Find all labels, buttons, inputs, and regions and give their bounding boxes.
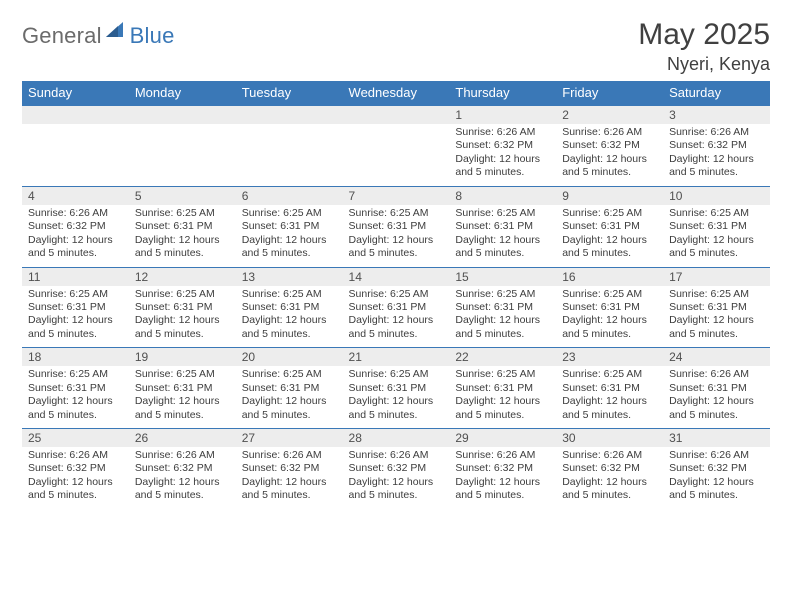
day-info: Sunrise: 6:26 AMSunset: 6:32 PMDaylight:… [129,447,236,509]
day-info: Sunrise: 6:25 AMSunset: 6:31 PMDaylight:… [663,205,770,267]
title-block: May 2025 Nyeri, Kenya [638,18,770,75]
day-info: Sunrise: 6:25 AMSunset: 6:31 PMDaylight:… [22,366,129,428]
logo: General Blue [22,18,175,49]
day-number: 28 [343,429,450,448]
week-5-nums: 25 26 27 28 29 30 31 [22,429,770,448]
day-number: 13 [236,267,343,286]
day-info: Sunrise: 6:26 AMSunset: 6:32 PMDaylight:… [556,447,663,509]
day-number: 22 [449,348,556,367]
day-info: Sunrise: 6:26 AMSunset: 6:31 PMDaylight:… [663,366,770,428]
day-info: Sunrise: 6:25 AMSunset: 6:31 PMDaylight:… [236,366,343,428]
day-number: 5 [129,186,236,205]
week-4-nums: 18 19 20 21 22 23 24 [22,348,770,367]
day-info: Sunrise: 6:26 AMSunset: 6:32 PMDaylight:… [663,124,770,186]
week-3-info: Sunrise: 6:25 AMSunset: 6:31 PMDaylight:… [22,286,770,348]
day-info: Sunrise: 6:25 AMSunset: 6:31 PMDaylight:… [449,366,556,428]
week-4-info: Sunrise: 6:25 AMSunset: 6:31 PMDaylight:… [22,366,770,428]
day-number: 11 [22,267,129,286]
day-info: Sunrise: 6:25 AMSunset: 6:31 PMDaylight:… [556,366,663,428]
day-info: Sunrise: 6:25 AMSunset: 6:31 PMDaylight:… [129,366,236,428]
week-2-nums: 4 5 6 7 8 9 10 [22,186,770,205]
day-info: Sunrise: 6:25 AMSunset: 6:31 PMDaylight:… [22,286,129,348]
day-number: 9 [556,186,663,205]
day-info: Sunrise: 6:26 AMSunset: 6:32 PMDaylight:… [556,124,663,186]
day-info [22,124,129,186]
logo-text-general: General [22,23,102,49]
day-number: 15 [449,267,556,286]
day-number: 16 [556,267,663,286]
day-info: Sunrise: 6:26 AMSunset: 6:32 PMDaylight:… [22,205,129,267]
logo-sail-icon [106,22,128,43]
day-info: Sunrise: 6:25 AMSunset: 6:31 PMDaylight:… [129,286,236,348]
day-info [236,124,343,186]
day-number: 23 [556,348,663,367]
day-number: 14 [343,267,450,286]
day-info: Sunrise: 6:26 AMSunset: 6:32 PMDaylight:… [663,447,770,509]
day-info: Sunrise: 6:25 AMSunset: 6:31 PMDaylight:… [236,286,343,348]
day-number [22,106,129,125]
day-info: Sunrise: 6:25 AMSunset: 6:31 PMDaylight:… [343,205,450,267]
day-number: 25 [22,429,129,448]
day-number: 31 [663,429,770,448]
dow-sunday: Sunday [22,81,129,106]
dow-friday: Friday [556,81,663,106]
day-number: 20 [236,348,343,367]
calendar-table: Sunday Monday Tuesday Wednesday Thursday… [22,81,770,509]
day-info: Sunrise: 6:25 AMSunset: 6:31 PMDaylight:… [663,286,770,348]
day-info: Sunrise: 6:26 AMSunset: 6:32 PMDaylight:… [236,447,343,509]
day-info: Sunrise: 6:26 AMSunset: 6:32 PMDaylight:… [22,447,129,509]
week-2-info: Sunrise: 6:26 AMSunset: 6:32 PMDaylight:… [22,205,770,267]
day-info: Sunrise: 6:26 AMSunset: 6:32 PMDaylight:… [343,447,450,509]
day-info: Sunrise: 6:26 AMSunset: 6:32 PMDaylight:… [449,447,556,509]
day-info [343,124,450,186]
day-info: Sunrise: 6:25 AMSunset: 6:31 PMDaylight:… [556,286,663,348]
logo-text-blue: Blue [130,23,175,49]
dow-tuesday: Tuesday [236,81,343,106]
week-5-info: Sunrise: 6:26 AMSunset: 6:32 PMDaylight:… [22,447,770,509]
week-1-info: Sunrise: 6:26 AMSunset: 6:32 PMDaylight:… [22,124,770,186]
day-number: 3 [663,106,770,125]
day-number: 1 [449,106,556,125]
week-1-nums: 1 2 3 [22,106,770,125]
day-number: 29 [449,429,556,448]
day-number: 10 [663,186,770,205]
location: Nyeri, Kenya [638,54,770,75]
day-info: Sunrise: 6:25 AMSunset: 6:31 PMDaylight:… [449,286,556,348]
day-number: 12 [129,267,236,286]
day-number [236,106,343,125]
day-info: Sunrise: 6:25 AMSunset: 6:31 PMDaylight:… [129,205,236,267]
day-number: 26 [129,429,236,448]
day-number: 8 [449,186,556,205]
day-number: 21 [343,348,450,367]
day-number: 17 [663,267,770,286]
dow-saturday: Saturday [663,81,770,106]
dow-wednesday: Wednesday [343,81,450,106]
week-3-nums: 11 12 13 14 15 16 17 [22,267,770,286]
day-number: 7 [343,186,450,205]
day-info: Sunrise: 6:25 AMSunset: 6:31 PMDaylight:… [236,205,343,267]
day-info: Sunrise: 6:25 AMSunset: 6:31 PMDaylight:… [343,286,450,348]
day-number: 27 [236,429,343,448]
day-number: 19 [129,348,236,367]
day-number: 6 [236,186,343,205]
day-number: 30 [556,429,663,448]
day-number: 24 [663,348,770,367]
day-info [129,124,236,186]
day-number: 2 [556,106,663,125]
dow-thursday: Thursday [449,81,556,106]
day-of-week-row: Sunday Monday Tuesday Wednesday Thursday… [22,81,770,106]
day-number [343,106,450,125]
day-info: Sunrise: 6:25 AMSunset: 6:31 PMDaylight:… [449,205,556,267]
header: General Blue May 2025 Nyeri, Kenya [22,18,770,75]
dow-monday: Monday [129,81,236,106]
day-info: Sunrise: 6:25 AMSunset: 6:31 PMDaylight:… [343,366,450,428]
day-info: Sunrise: 6:26 AMSunset: 6:32 PMDaylight:… [449,124,556,186]
calendar-body: 1 2 3 Sunrise: 6:26 AMSunset: 6:32 PMDay… [22,106,770,509]
month-title: May 2025 [638,18,770,52]
day-number [129,106,236,125]
day-number: 18 [22,348,129,367]
day-number: 4 [22,186,129,205]
day-info: Sunrise: 6:25 AMSunset: 6:31 PMDaylight:… [556,205,663,267]
